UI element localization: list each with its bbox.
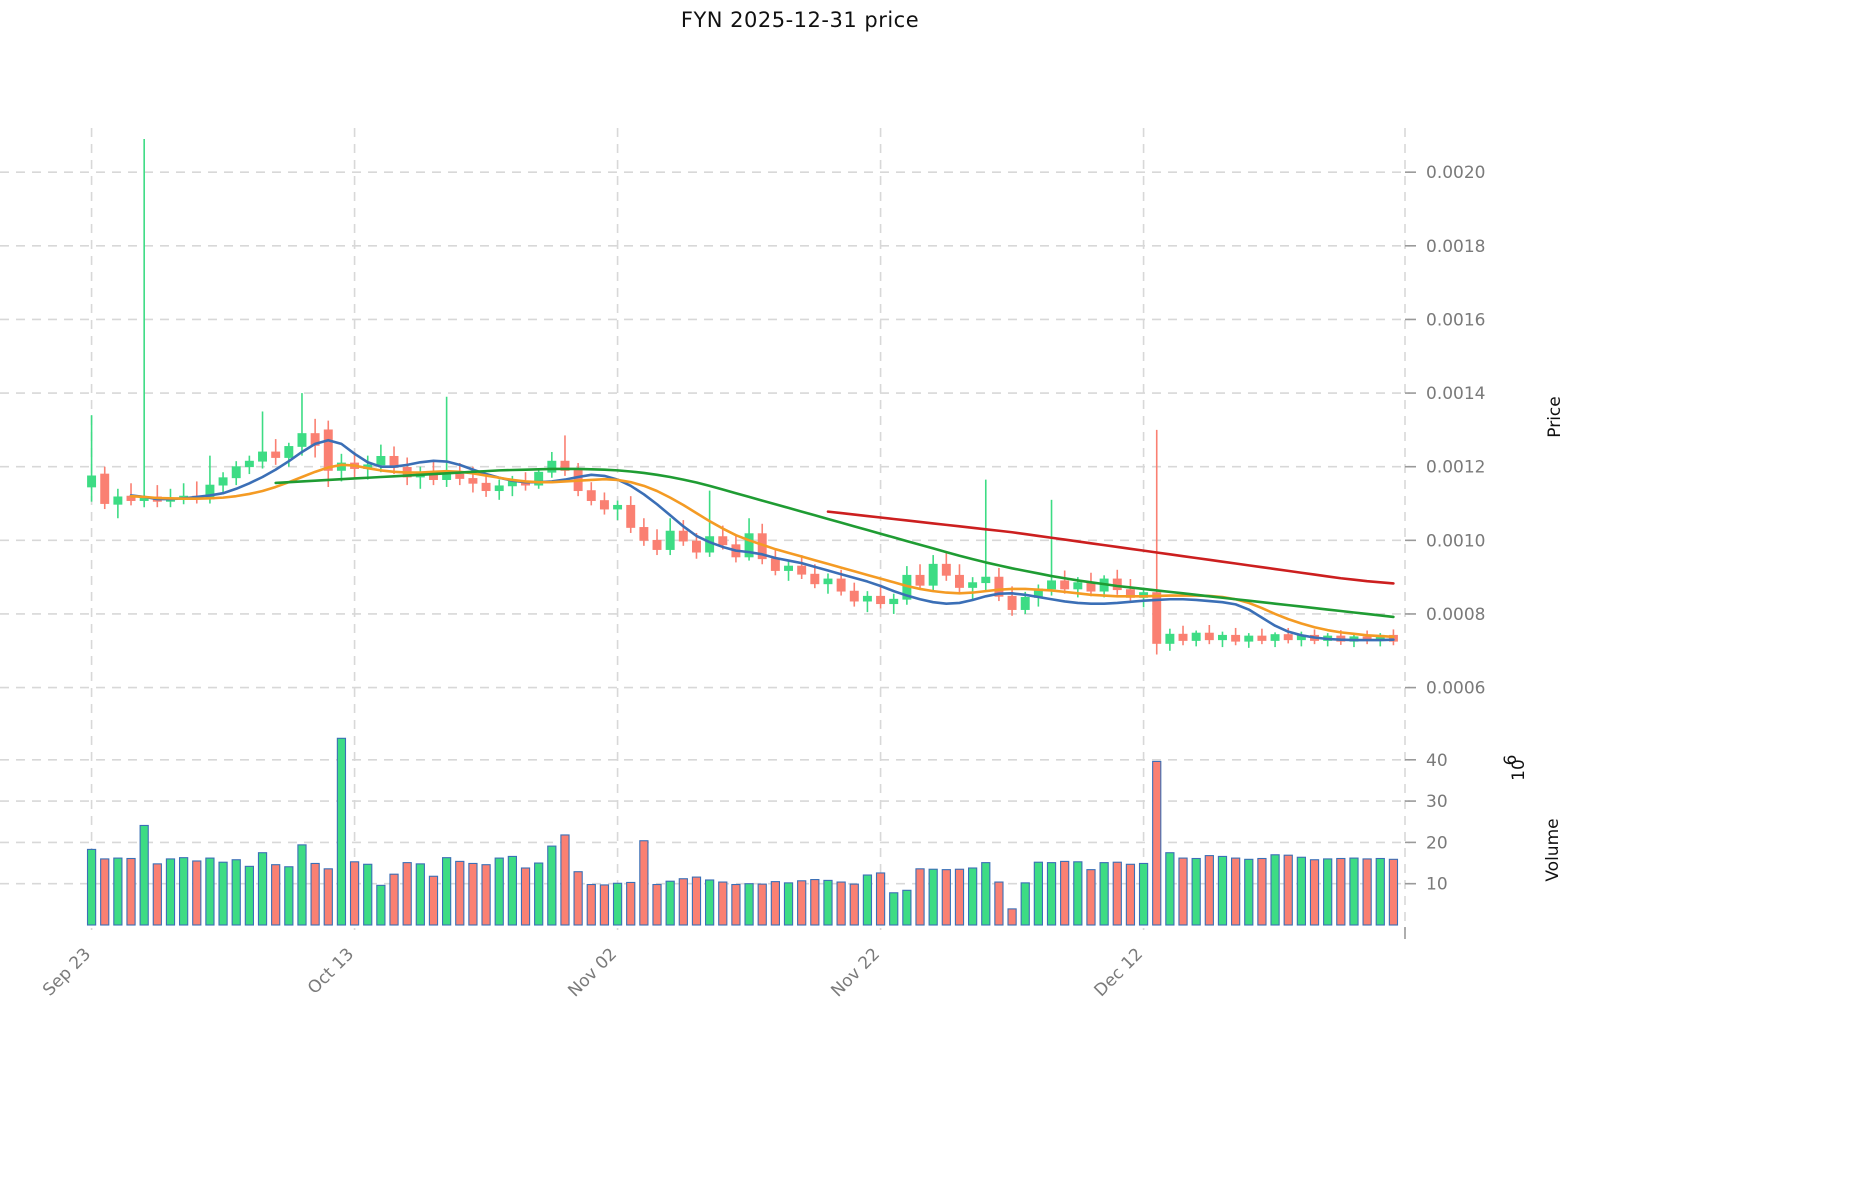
price-tick-label: 0.0006 xyxy=(1426,679,1485,699)
x-axis: Sep 23 Oct 13 Nov 02 Nov 22 Dec 12 xyxy=(39,927,1406,1001)
price-tick-label: 0.0012 xyxy=(1426,458,1485,478)
x-tick-label: Nov 02 xyxy=(564,944,621,1001)
volume-axis: 40 30 20 10 xyxy=(1405,751,1448,895)
chart-title: FYN 2025-12-31 price xyxy=(680,8,920,32)
vertical-gridlines xyxy=(90,128,1406,930)
price-axis: 0.0020 0.0018 0.0016 0.0014 0.0012 0.0010 0.00… xyxy=(1405,163,1485,699)
price-tick-label: 0.0008 xyxy=(1426,605,1485,625)
x-tick-label: Sep 23 xyxy=(39,944,95,1000)
price-tick-label: 0.0018 xyxy=(1426,237,1485,257)
candlestick-series xyxy=(87,139,1398,655)
volume-bars xyxy=(86,737,1399,926)
price-tick-label: 0.0016 xyxy=(1426,310,1485,330)
price-tick-label: 0.0020 xyxy=(1426,163,1485,183)
volume-tick-label: 30 xyxy=(1426,792,1448,812)
volume-tick-label: 20 xyxy=(1426,833,1448,853)
axis-titles: Price Volume 106 xyxy=(1501,396,1565,881)
volume-exponent-superscript: 6 xyxy=(1501,755,1521,766)
price-gridlines xyxy=(0,171,1410,689)
volume-tick-label: 10 xyxy=(1426,875,1448,895)
price-tick-label: 0.0014 xyxy=(1426,384,1485,404)
price-tick-label: 0.0010 xyxy=(1426,531,1485,551)
x-tick-label: Nov 22 xyxy=(827,944,884,1001)
moving-average-lines xyxy=(129,438,1395,642)
volume-exponent-base: 10 xyxy=(1509,759,1529,781)
x-tick-label: Oct 13 xyxy=(304,944,358,998)
price-axis-title: Price xyxy=(1545,396,1565,437)
volume-tick-label: 40 xyxy=(1426,751,1448,771)
x-tick-label: Dec 12 xyxy=(1091,944,1148,1001)
volume-axis-title: Volume xyxy=(1543,818,1563,881)
